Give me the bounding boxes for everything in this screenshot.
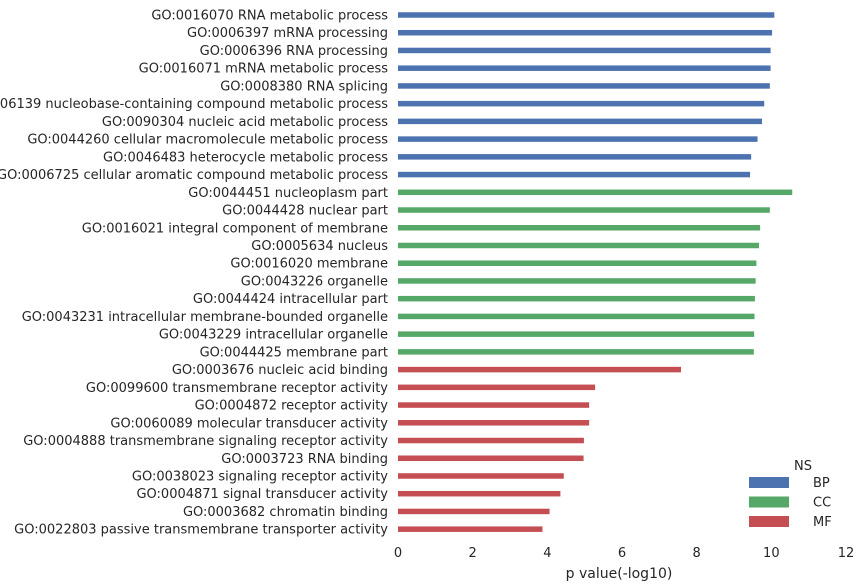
- bar-cc-0: [398, 189, 793, 196]
- y-tick-label: GO:0004888 transmembrane signaling recep…: [23, 434, 388, 449]
- bar-cc-7: [398, 313, 755, 320]
- bar-bp-7: [398, 136, 758, 142]
- bar-bp-2: [398, 47, 771, 54]
- bar-cc-2: [398, 225, 761, 231]
- bar-bp-9: [398, 171, 751, 178]
- x-tick-label: 4: [543, 546, 551, 561]
- y-tick-label: GO:0016021 integral component of membran…: [82, 221, 388, 236]
- x-tick-label: 8: [693, 546, 701, 561]
- bar-mf-5: [398, 455, 584, 461]
- y-tick-label: GO:0003723 RNA binding: [221, 452, 388, 467]
- y-tick-label: GO:0044428 nuclear part: [222, 204, 388, 219]
- y-tick-label: GO:0006396 RNA processing: [200, 44, 388, 59]
- bar-mf-8: [398, 508, 550, 515]
- y-tick-label: GO:0006139 nucleobase-containing compoun…: [0, 97, 388, 112]
- y-tick-label: GO:0060089 molecular transducer activity: [110, 416, 388, 431]
- bar-cc-1: [398, 207, 770, 213]
- y-tick-label: GO:0043226 organelle: [241, 274, 388, 289]
- x-tick-label: 2: [469, 546, 477, 561]
- bar-mf-9: [398, 526, 543, 532]
- bar-mf-6: [398, 473, 564, 479]
- y-tick-label: GO:0004871 signal transducer activity: [136, 487, 388, 502]
- x-axis: 0 2 4 6 8 10 12: [394, 546, 854, 561]
- y-tick-label: GO:0003682 chromatin binding: [183, 505, 388, 520]
- bar-mf-1: [398, 384, 596, 391]
- bar-cc-8: [398, 331, 755, 337]
- bar-mf-2: [398, 402, 590, 408]
- y-tick-label: GO:0016071 mRNA metabolic process: [139, 62, 389, 77]
- x-tick-label: 10: [763, 546, 780, 561]
- legend: NS BP CC MF: [749, 459, 832, 530]
- bar-mf-7: [398, 490, 561, 497]
- y-tick-label: GO:0006397 mRNA processing: [187, 26, 388, 41]
- bar-mf-3: [398, 420, 590, 426]
- y-tick-label: GO:0038023 signaling receptor activity: [132, 469, 388, 484]
- bar-cc-4: [398, 260, 757, 266]
- y-tick-label: GO:0044260 cellular macromolecule metabo…: [27, 133, 388, 148]
- x-tick-label: 12: [838, 546, 855, 561]
- bar-cc-5: [398, 278, 756, 284]
- bar-bp-3: [398, 65, 771, 71]
- bar-cc-3: [398, 242, 760, 249]
- y-tick-label: GO:0043229 intracellular organelle: [159, 328, 388, 343]
- y-tick-label: GO:0008380 RNA splicing: [220, 79, 388, 94]
- y-tick-label: GO:0043231 intracellular membrane-bounde…: [22, 310, 388, 325]
- legend-label-cc: CC: [813, 496, 831, 511]
- bar-mf-4: [398, 437, 584, 444]
- y-tick-label: GO:0099600 transmembrane receptor activi…: [86, 381, 388, 396]
- legend-label-mf: MF: [813, 515, 832, 530]
- y-tick-label: GO:0022803 passive transmembrane transpo…: [14, 523, 388, 538]
- bar-bp-1: [398, 29, 773, 36]
- bar-bp-5: [398, 100, 765, 107]
- y-tick-label: GO:0005634 nucleus: [251, 239, 388, 254]
- legend-swatch-bp: [749, 477, 789, 488]
- x-tick-label: 0: [394, 546, 402, 561]
- legend-swatch-mf: [749, 516, 789, 527]
- x-axis-title: p value(-log10): [566, 566, 673, 582]
- y-tick-label: GO:0003676 nucleic acid binding: [172, 363, 388, 378]
- legend-title: NS: [794, 459, 812, 474]
- y-axis-labels: GO:0016070 RNA metabolic process GO:00063…: [0, 9, 388, 538]
- y-tick-label: GO:0004872 receptor activity: [195, 399, 389, 414]
- y-tick-label: GO:0044425 membrane part: [200, 345, 388, 360]
- bar-bp-6: [398, 118, 762, 125]
- y-tick-label: GO:0044451 nucleoplasm part: [188, 186, 388, 201]
- legend-swatch-cc: [749, 496, 789, 508]
- bar-bp-8: [398, 154, 752, 160]
- bar-bp-4: [398, 83, 770, 89]
- bars-group: [398, 12, 793, 532]
- bar-mf-0: [398, 366, 681, 373]
- legend-label-bp: BP: [813, 476, 830, 491]
- y-tick-label: GO:0046483 heterocycle metabolic process: [103, 150, 388, 165]
- x-tick-label: 6: [618, 546, 626, 561]
- y-tick-label: GO:0016020 membrane: [230, 257, 388, 272]
- y-tick-label: GO:0016070 RNA metabolic process: [151, 9, 388, 24]
- bar-cc-6: [398, 295, 755, 302]
- y-tick-label: GO:0044424 intracellular part: [193, 292, 388, 307]
- y-tick-label: GO:0090304 nucleic acid metabolic proces…: [102, 115, 388, 130]
- y-tick-label: GO:0006725 cellular aromatic compound me…: [0, 168, 388, 183]
- bar-cc-9: [398, 349, 754, 355]
- bar-bp-0: [398, 12, 775, 18]
